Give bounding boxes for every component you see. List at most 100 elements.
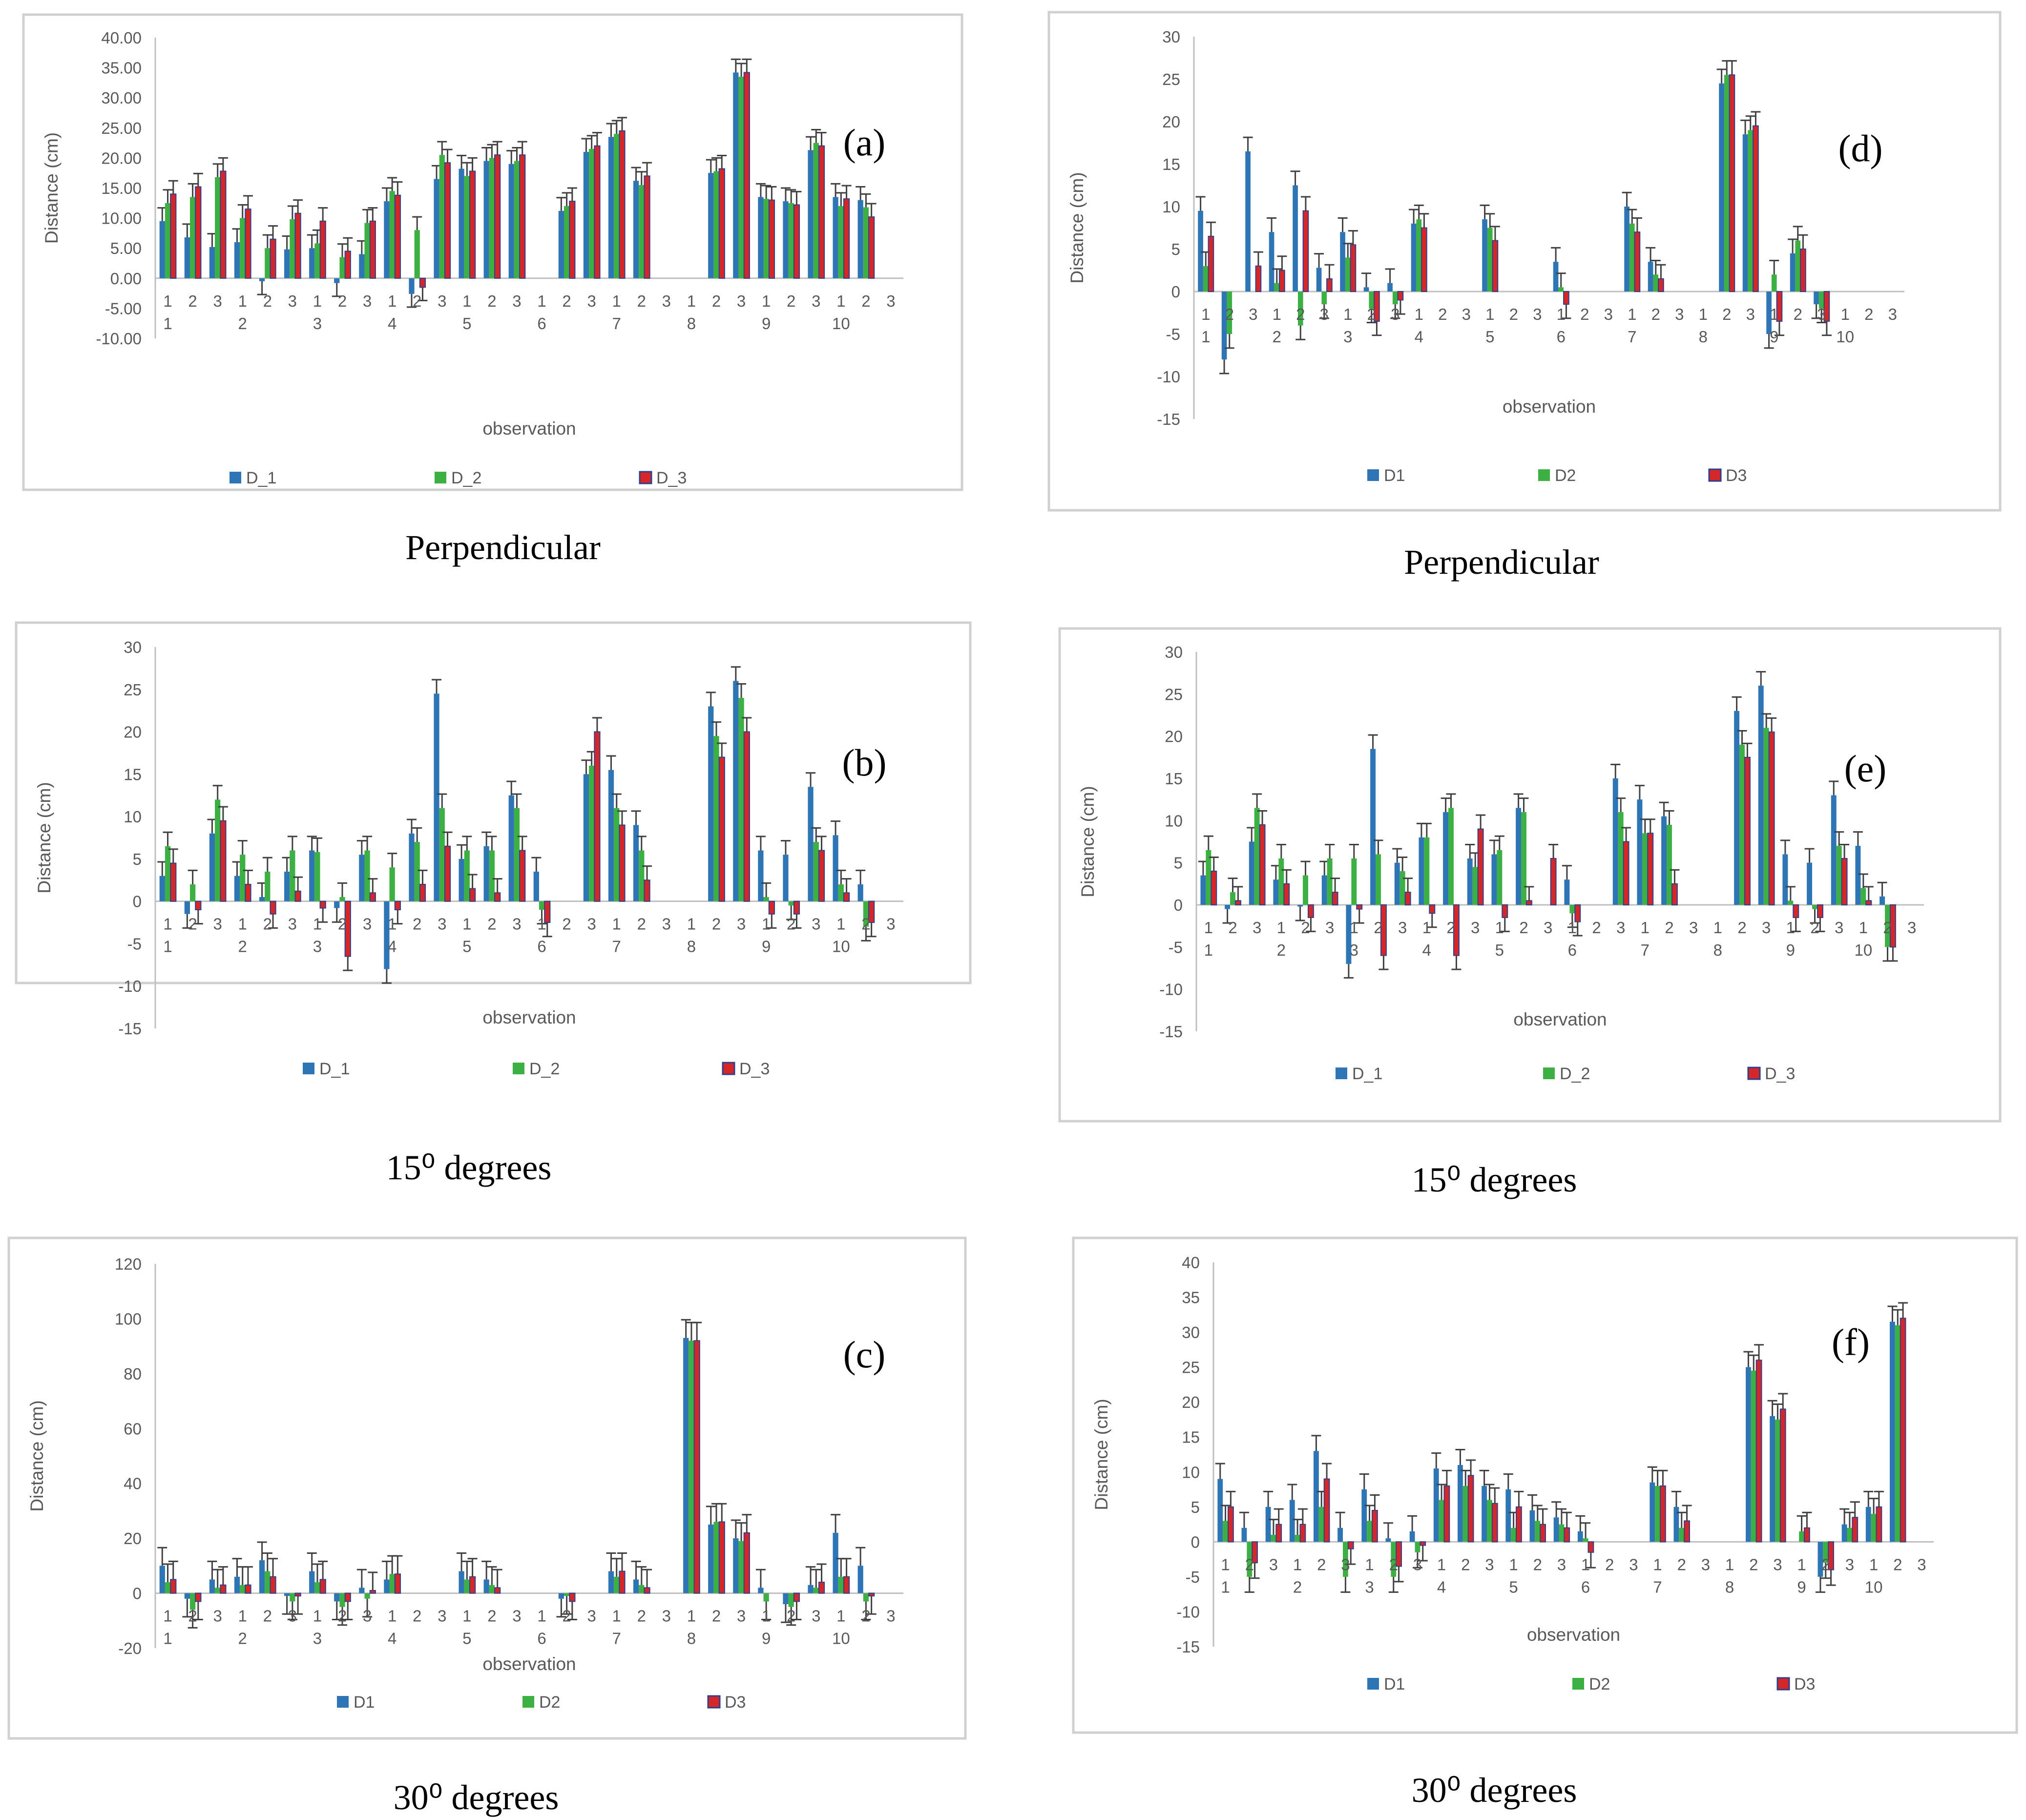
x-sub-label: 3 — [587, 292, 596, 310]
bar-D_2-0 — [165, 203, 171, 278]
x-sub-label: 2 — [562, 292, 571, 310]
x-group-label: 7 — [612, 314, 621, 333]
x-sub-label: 3 — [662, 292, 671, 310]
x-sub-label: 1 — [612, 1607, 621, 1625]
x-sub-label: 2 — [413, 915, 421, 933]
x-group-label: 6 — [537, 938, 546, 956]
bar-D_2-5 — [290, 850, 295, 901]
x-group-label: 4 — [1422, 941, 1431, 959]
bar-D2-24 — [1771, 274, 1777, 292]
bar-D_2-13 — [1521, 812, 1526, 905]
x-group-label: 3 — [1343, 328, 1352, 346]
x-sub-label: 2 — [1677, 1555, 1686, 1573]
y-tick-label: 40 — [124, 1475, 142, 1493]
bar-D1-12 — [1505, 1489, 1511, 1542]
bar-D1-15 — [1553, 262, 1559, 292]
y-tick-label: 5 — [1174, 854, 1183, 872]
y-tick-label: -20 — [118, 1639, 142, 1657]
panel-caption: 30⁰ degrees — [1412, 1771, 1577, 1810]
x-group-label: 3 — [313, 314, 322, 333]
x-sub-label: 1 — [1581, 1555, 1590, 1573]
x-group-label: 10 — [1854, 941, 1872, 959]
x-sub-label: 3 — [1604, 305, 1613, 323]
bar-D_1-5 — [284, 249, 290, 278]
bar-D2-14 — [1559, 1524, 1565, 1542]
bar-D_3-5 — [294, 890, 301, 902]
x-sub-label: 2 — [413, 1607, 421, 1625]
bar-D_2-24 — [763, 897, 769, 901]
bar-D1-26 — [1814, 292, 1819, 305]
bar-D2-7 — [1391, 1542, 1397, 1577]
x-sub-label: 2 — [1225, 305, 1234, 323]
x-sub-label: 3 — [1845, 1555, 1854, 1573]
y-axis-title: Distance (cm) — [34, 782, 54, 893]
bar-D_1-26 — [808, 150, 814, 278]
bar-D_2-17 — [589, 148, 595, 278]
x-group-label: 9 — [1770, 328, 1778, 346]
bar-D1-23 — [1770, 1416, 1775, 1542]
bar-D3-19 — [644, 1587, 650, 1594]
x-sub-label: 3 — [1907, 919, 1916, 937]
bar-D3-23 — [1753, 125, 1759, 292]
bar-D3-6 — [1350, 244, 1357, 292]
bar-D3-19 — [1684, 1520, 1690, 1543]
bar-D1-1 — [184, 1593, 190, 1599]
bar-D3-13 — [1540, 1524, 1546, 1543]
bar-D_2-14 — [514, 808, 520, 901]
x-sub-label: 1 — [238, 1607, 247, 1625]
bar-D_2-4 — [265, 248, 271, 278]
x-sub-label: 1 — [537, 292, 546, 310]
bar-D1-24 — [1766, 292, 1772, 334]
panel-frame — [1047, 11, 2002, 512]
x-group-label: 9 — [762, 314, 771, 333]
bar-D2-9 — [389, 1574, 395, 1593]
bar-D1-7 — [1363, 287, 1369, 292]
bar-D2-4 — [265, 1571, 271, 1593]
bar-D2-19 — [1679, 1527, 1685, 1542]
bar-D_2-27 — [838, 884, 844, 901]
bar-D2-7 — [1369, 292, 1375, 309]
bar-D_2-9 — [389, 867, 395, 901]
legend-label-D_3: D_3 — [656, 469, 687, 487]
x-sub-label: 1 — [238, 292, 247, 310]
y-tick-label: 0 — [133, 893, 142, 911]
x-sub-label: 3 — [812, 915, 820, 933]
bar-D_2-14 — [514, 161, 520, 278]
legend-swatch-D3 — [1708, 468, 1722, 482]
y-tick-label: 20 — [1182, 1393, 1200, 1411]
bar-D_1-9 — [384, 901, 390, 969]
bar-D_2-11 — [1472, 867, 1478, 905]
x-sub-label: 1 — [537, 1607, 546, 1625]
bar-D_1-22 — [708, 706, 714, 901]
bar-D_1-1 — [184, 901, 190, 914]
x-group-label: 5 — [462, 314, 471, 333]
bar-D_1-27 — [833, 835, 838, 901]
x-sub-label: 1 — [1415, 305, 1423, 323]
x-group-label: 2 — [238, 1630, 247, 1648]
bar-D3-22 — [1755, 1360, 1762, 1543]
x-group-label: 10 — [1865, 1578, 1883, 1596]
bar-D_3-11 — [444, 162, 451, 279]
bar-D_1-23 — [733, 681, 739, 901]
bar-D2-28 — [863, 1593, 869, 1602]
bar-D1-1 — [1241, 1527, 1247, 1542]
legend-swatch-D_1 — [230, 472, 241, 483]
y-tick-label: 20 — [124, 1529, 142, 1548]
x-sub-label: 1 — [1437, 1555, 1446, 1573]
x-sub-label: 2 — [338, 915, 347, 933]
x-group-label: 8 — [687, 314, 696, 333]
bar-D_3-26 — [818, 850, 825, 902]
bar-D2-3 — [240, 1585, 246, 1593]
bar-D_3-22 — [718, 756, 725, 902]
x-sub-label: 1 — [1422, 919, 1431, 937]
bar-D_1-18 — [1637, 799, 1643, 905]
legend-swatch-D1 — [1367, 469, 1379, 481]
x-group-label: 1 — [163, 1630, 172, 1648]
x-group-label: 1 — [1204, 941, 1213, 959]
bar-D_2-5 — [1327, 858, 1333, 905]
bar-D_1-8 — [359, 254, 365, 278]
x-sub-label: 1 — [1273, 305, 1281, 323]
bar-D_2-11 — [439, 808, 445, 901]
x-sub-label: 1 — [1653, 1555, 1662, 1573]
bar-D2-0 — [1223, 1521, 1228, 1542]
